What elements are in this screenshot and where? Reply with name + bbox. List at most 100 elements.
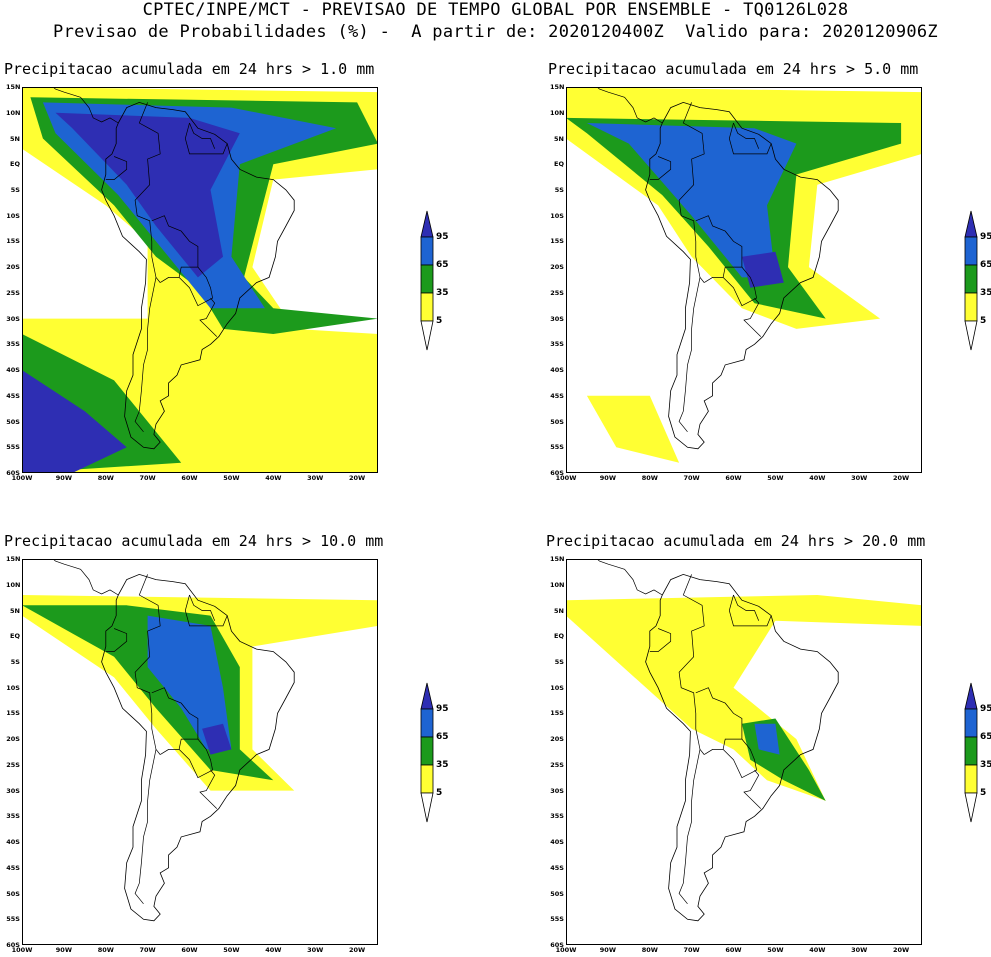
map-frame: [22, 559, 378, 945]
lat-tick-label: 35S: [6, 340, 20, 349]
country-border: [151, 687, 199, 755]
country-border: [105, 628, 128, 652]
lat-tick-label: 30S: [6, 314, 20, 323]
lat-tick-label: 5N: [554, 134, 564, 143]
lat-tick-label: 25S: [550, 760, 564, 769]
prob-65-area: [754, 723, 780, 755]
lat-tick-label: 40S: [550, 838, 564, 847]
country-border: [678, 277, 701, 433]
lon-tick-label: 40W: [265, 946, 282, 954]
lat-tick-label: 20S: [6, 263, 20, 272]
colorbar-5-segment: [964, 292, 978, 322]
country-border: [189, 122, 216, 149]
colorbar-5-segment: [964, 764, 978, 794]
lon-tick-label: 60W: [181, 946, 198, 954]
colorbar-65-segment: [964, 708, 978, 738]
country-border: [105, 156, 128, 180]
lat-tick-label: 15N: [6, 555, 21, 563]
colorbar-low-cap: [964, 792, 978, 823]
lat-tick-label: 45S: [550, 863, 564, 872]
colorbar-label: 35: [436, 760, 449, 770]
lon-tick-label: 20W: [348, 946, 366, 954]
country-border: [151, 215, 199, 283]
lon-tick-label: 40W: [809, 474, 826, 482]
lat-tick-label: 45S: [6, 391, 20, 400]
map-frame: [566, 87, 922, 473]
lat-tick-label: 50S: [6, 417, 20, 426]
lat-tick-label: 5S: [10, 185, 20, 194]
prob-95-south: [22, 370, 127, 473]
lat-tick-label: 50S: [6, 889, 20, 898]
lat-tick-label: 10S: [550, 211, 564, 220]
lon-tick-label: 30W: [307, 946, 324, 954]
lon-tick-label: 90W: [599, 474, 616, 482]
country-border: [695, 687, 743, 755]
lon-tick-label: 80W: [97, 474, 114, 482]
lon-tick-label: 100W: [555, 474, 577, 482]
central-america-outline: [52, 559, 119, 596]
colorbar: 95 65 35 5: [420, 682, 449, 828]
lon-tick-label: 70W: [139, 474, 156, 482]
colorbar-label: 95: [980, 232, 991, 242]
lat-tick-label: 15S: [550, 237, 564, 246]
lon-tick-label: 90W: [55, 946, 72, 954]
colorbar-svg: [964, 682, 978, 823]
lat-tick-label: 35S: [550, 812, 564, 821]
country-border: [678, 574, 705, 755]
lat-tick-label: 25S: [6, 288, 20, 297]
colorbar-35-segment: [964, 264, 978, 294]
map-svg: [22, 559, 378, 945]
lat-tick-label: 60S: [6, 941, 20, 949]
country-border: [728, 122, 772, 155]
lat-tick-label: 45S: [550, 391, 564, 400]
panel-title: Precipitacao acumulada em 24 hrs > 5.0 m…: [548, 60, 919, 78]
colorbar-label: 65: [436, 260, 449, 270]
lat-tick-label: 20S: [550, 735, 564, 744]
colorbar: 95 65 35 5: [964, 682, 991, 828]
prob-5-area: [566, 595, 922, 801]
lon-tick-label: 100W: [555, 946, 577, 954]
south-america-outline: [645, 101, 839, 450]
colorbar-65-segment: [420, 708, 434, 738]
panel-title: Precipitacao acumulada em 24 hrs > 10.0 …: [4, 532, 384, 550]
lat-tick-label: 15N: [6, 83, 21, 91]
prob-5-south: [586, 395, 680, 463]
lat-tick-label: 20S: [550, 263, 564, 272]
country-border: [189, 594, 216, 621]
colorbar-95-cap: [420, 210, 434, 238]
map-svg: [566, 559, 922, 945]
map-border: [566, 559, 922, 945]
south-america-outline: [101, 573, 295, 922]
central-america-outline: [596, 87, 663, 124]
lat-tick-label: 10S: [6, 683, 20, 692]
lat-tick-label: 5S: [554, 657, 564, 666]
country-border: [728, 594, 772, 627]
lat-tick-label: 60S: [550, 469, 564, 477]
lon-tick-label: 30W: [851, 474, 868, 482]
lat-tick-label: 50S: [550, 417, 564, 426]
header-line-1: CPTEC/INPE/MCT - PREVISAO DE TEMPO GLOBA…: [142, 0, 849, 20]
lat-tick-label: 15S: [6, 709, 20, 718]
lon-tick-label: 80W: [641, 946, 658, 954]
lon-tick-label: 20W: [892, 946, 910, 954]
lon-tick-label: 100W: [11, 946, 33, 954]
lat-tick-label: EQ: [554, 160, 564, 169]
south-america-outline: [101, 101, 295, 450]
lon-tick-label: 60W: [181, 474, 198, 482]
map-border: [22, 559, 378, 945]
colorbar-svg: [420, 210, 434, 351]
colorbar-95-cap: [420, 682, 434, 710]
lat-tick-label: 30S: [550, 314, 564, 323]
lat-tick-label: 5N: [10, 606, 20, 615]
south-america-outline: [645, 573, 839, 922]
header-line-2: Previsao de Probabilidades (%) - A parti…: [53, 22, 938, 42]
colorbar-65-segment: [964, 236, 978, 266]
map-frame: [22, 87, 378, 473]
lat-tick-label: 10N: [6, 580, 21, 589]
colorbar-label: 35: [980, 288, 991, 298]
lat-tick-label: 55S: [6, 915, 20, 924]
colorbar-5-segment: [420, 292, 434, 322]
lat-tick-label: 10S: [550, 683, 564, 692]
colorbar-low-cap: [964, 320, 978, 351]
lon-tick-label: 50W: [767, 474, 784, 482]
